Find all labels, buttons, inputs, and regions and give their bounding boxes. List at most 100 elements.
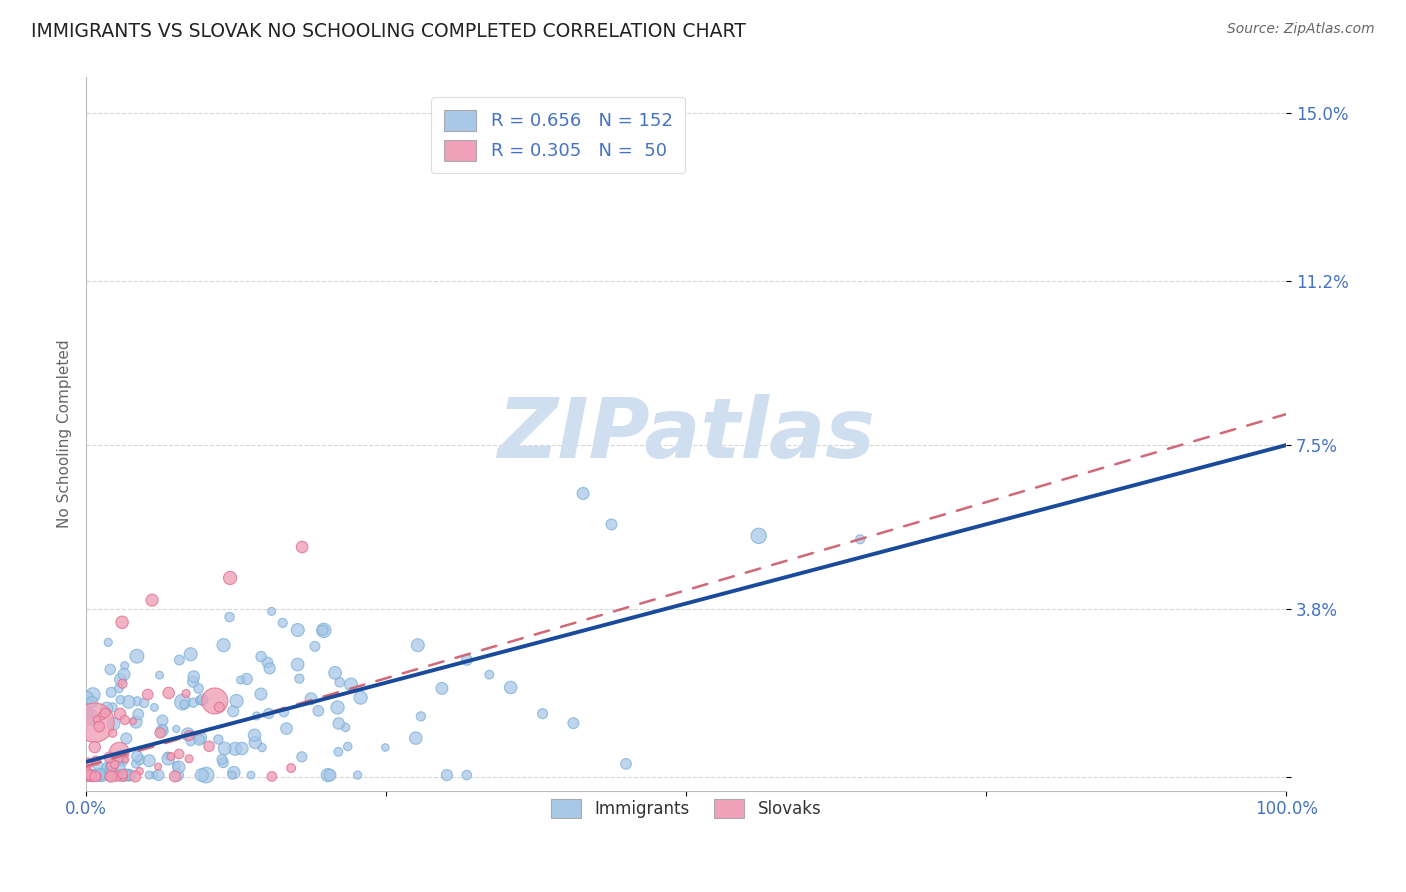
Point — [115, 731, 138, 746]
Point — [105, 769, 128, 783]
Point — [405, 731, 427, 745]
Point — [177, 727, 200, 741]
Point — [90, 768, 112, 782]
Point — [86, 768, 108, 782]
Point — [406, 638, 429, 652]
Point — [169, 653, 191, 667]
Point — [167, 760, 190, 774]
Text: IMMIGRANTS VS SLOVAK NO SCHOOLING COMPLETED CORRELATION CHART: IMMIGRANTS VS SLOVAK NO SCHOOLING COMPLE… — [31, 22, 745, 41]
Point — [250, 687, 273, 701]
Point — [181, 696, 204, 710]
Point — [329, 675, 352, 690]
Point — [243, 728, 266, 742]
Point — [87, 768, 110, 782]
Point — [80, 769, 103, 783]
Point — [86, 757, 108, 772]
Point — [346, 768, 368, 782]
Point — [235, 672, 257, 686]
Point — [326, 700, 349, 714]
Point — [129, 753, 152, 767]
Point — [110, 693, 132, 707]
Point — [100, 758, 122, 772]
Point — [111, 767, 134, 781]
Point — [97, 760, 120, 774]
Point — [76, 706, 98, 720]
Point — [224, 741, 246, 756]
Point — [163, 769, 186, 783]
Point — [430, 681, 453, 696]
Point — [89, 719, 111, 733]
Point — [245, 735, 267, 749]
Point — [79, 710, 101, 724]
Point — [77, 756, 100, 771]
Point — [149, 726, 172, 740]
Point — [211, 752, 233, 766]
Point — [125, 756, 148, 771]
Point — [94, 706, 117, 720]
Point — [76, 690, 98, 705]
Point — [222, 765, 245, 780]
Point — [166, 768, 188, 782]
Point — [108, 750, 131, 764]
Point — [531, 706, 554, 721]
Point — [280, 761, 302, 775]
Point — [221, 768, 243, 782]
Point — [478, 667, 501, 681]
Point — [499, 681, 522, 695]
Point — [288, 672, 311, 686]
Point — [562, 716, 585, 731]
Point — [87, 768, 110, 782]
Point — [127, 707, 149, 722]
Point — [152, 722, 174, 736]
Point — [101, 759, 124, 773]
Point — [173, 698, 195, 712]
Point — [117, 768, 139, 782]
Point — [319, 768, 342, 782]
Text: ZIPatlas: ZIPatlas — [498, 393, 875, 475]
Point — [181, 674, 204, 689]
Point — [214, 741, 236, 756]
Point — [136, 688, 159, 702]
Point — [101, 726, 124, 740]
Point — [190, 731, 212, 745]
Text: Source: ZipAtlas.com: Source: ZipAtlas.com — [1227, 22, 1375, 37]
Point — [336, 739, 359, 754]
Point — [167, 747, 190, 761]
Point — [156, 748, 179, 763]
Point — [260, 769, 283, 783]
Point — [250, 740, 273, 755]
Point — [89, 768, 111, 782]
Point — [231, 741, 253, 756]
Point — [91, 768, 114, 782]
Point — [287, 657, 309, 672]
Point — [436, 768, 458, 782]
Point — [98, 760, 121, 774]
Point — [349, 690, 371, 705]
Point — [222, 704, 245, 718]
Point — [180, 734, 202, 748]
Point — [245, 709, 267, 723]
Point — [84, 754, 107, 768]
Point — [86, 769, 108, 783]
Point — [91, 708, 114, 723]
Point — [312, 624, 335, 638]
Point — [146, 759, 169, 773]
Point — [138, 754, 160, 768]
Point — [312, 624, 335, 638]
Point — [143, 768, 166, 782]
Y-axis label: No Schooling Completed: No Schooling Completed — [58, 340, 72, 528]
Point — [138, 768, 160, 782]
Point — [259, 661, 281, 675]
Point — [107, 768, 129, 782]
Point — [83, 740, 105, 755]
Point — [82, 695, 104, 709]
Point — [240, 768, 263, 782]
Point — [117, 768, 139, 782]
Point — [77, 765, 100, 780]
Point — [188, 693, 211, 707]
Point — [323, 665, 346, 680]
Point — [849, 533, 872, 547]
Point — [114, 713, 136, 727]
Point — [124, 769, 146, 783]
Point — [219, 571, 242, 585]
